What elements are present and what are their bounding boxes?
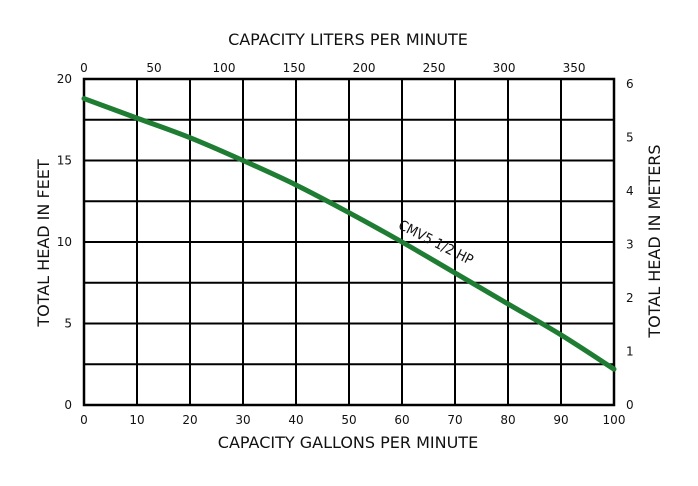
right-tick-label: 2 bbox=[626, 291, 634, 305]
x-axis-title: CAPACITY GALLONS PER MINUTE bbox=[218, 433, 478, 452]
x-tick-label: 50 bbox=[341, 413, 356, 427]
series-line bbox=[81, 96, 617, 372]
y-tick-label: 20 bbox=[57, 72, 72, 86]
top-tick-label: 0 bbox=[80, 61, 88, 75]
top-tick-label: 100 bbox=[213, 61, 236, 75]
x-tick-label: 90 bbox=[553, 413, 568, 427]
top-tick-label: 350 bbox=[563, 61, 586, 75]
right-tick-label: 5 bbox=[626, 131, 634, 145]
x-tick-label: 70 bbox=[447, 413, 462, 427]
y-tick-label: 15 bbox=[57, 154, 72, 168]
top-axis-title: CAPACITY LITERS PER MINUTE bbox=[228, 30, 468, 49]
x-tick-label: 40 bbox=[288, 413, 303, 427]
left-axis-title: TOTAL HEAD IN FEET bbox=[34, 159, 53, 328]
right-tick-label: 6 bbox=[626, 77, 634, 91]
right-axis-title: TOTAL HEAD IN METERS bbox=[645, 144, 664, 338]
top-tick-label: 200 bbox=[353, 61, 376, 75]
x-tick-label: 60 bbox=[394, 413, 409, 427]
top-tick-label: 50 bbox=[146, 61, 161, 75]
y-tick-label: 0 bbox=[64, 398, 72, 412]
x-tick-label: 30 bbox=[235, 413, 250, 427]
x-tick-label: 100 bbox=[603, 413, 626, 427]
right-tick-label: 1 bbox=[626, 345, 634, 359]
plot-frame bbox=[82, 77, 616, 407]
top-tick-label: 250 bbox=[423, 61, 446, 75]
y-tick-label: 5 bbox=[64, 317, 72, 331]
x-tick-label: 80 bbox=[500, 413, 515, 427]
right-tick-label: 3 bbox=[626, 238, 634, 252]
top-tick-label: 150 bbox=[283, 61, 306, 75]
y-tick-label: 10 bbox=[57, 235, 72, 249]
x-tick-label: 0 bbox=[80, 413, 88, 427]
x-tick-label: 10 bbox=[129, 413, 144, 427]
plot-border bbox=[82, 77, 616, 407]
right-tick-label: 0 bbox=[626, 398, 634, 412]
right-tick-label: 4 bbox=[626, 184, 634, 198]
x-tick-label: 20 bbox=[182, 413, 197, 427]
top-tick-label: 300 bbox=[493, 61, 516, 75]
